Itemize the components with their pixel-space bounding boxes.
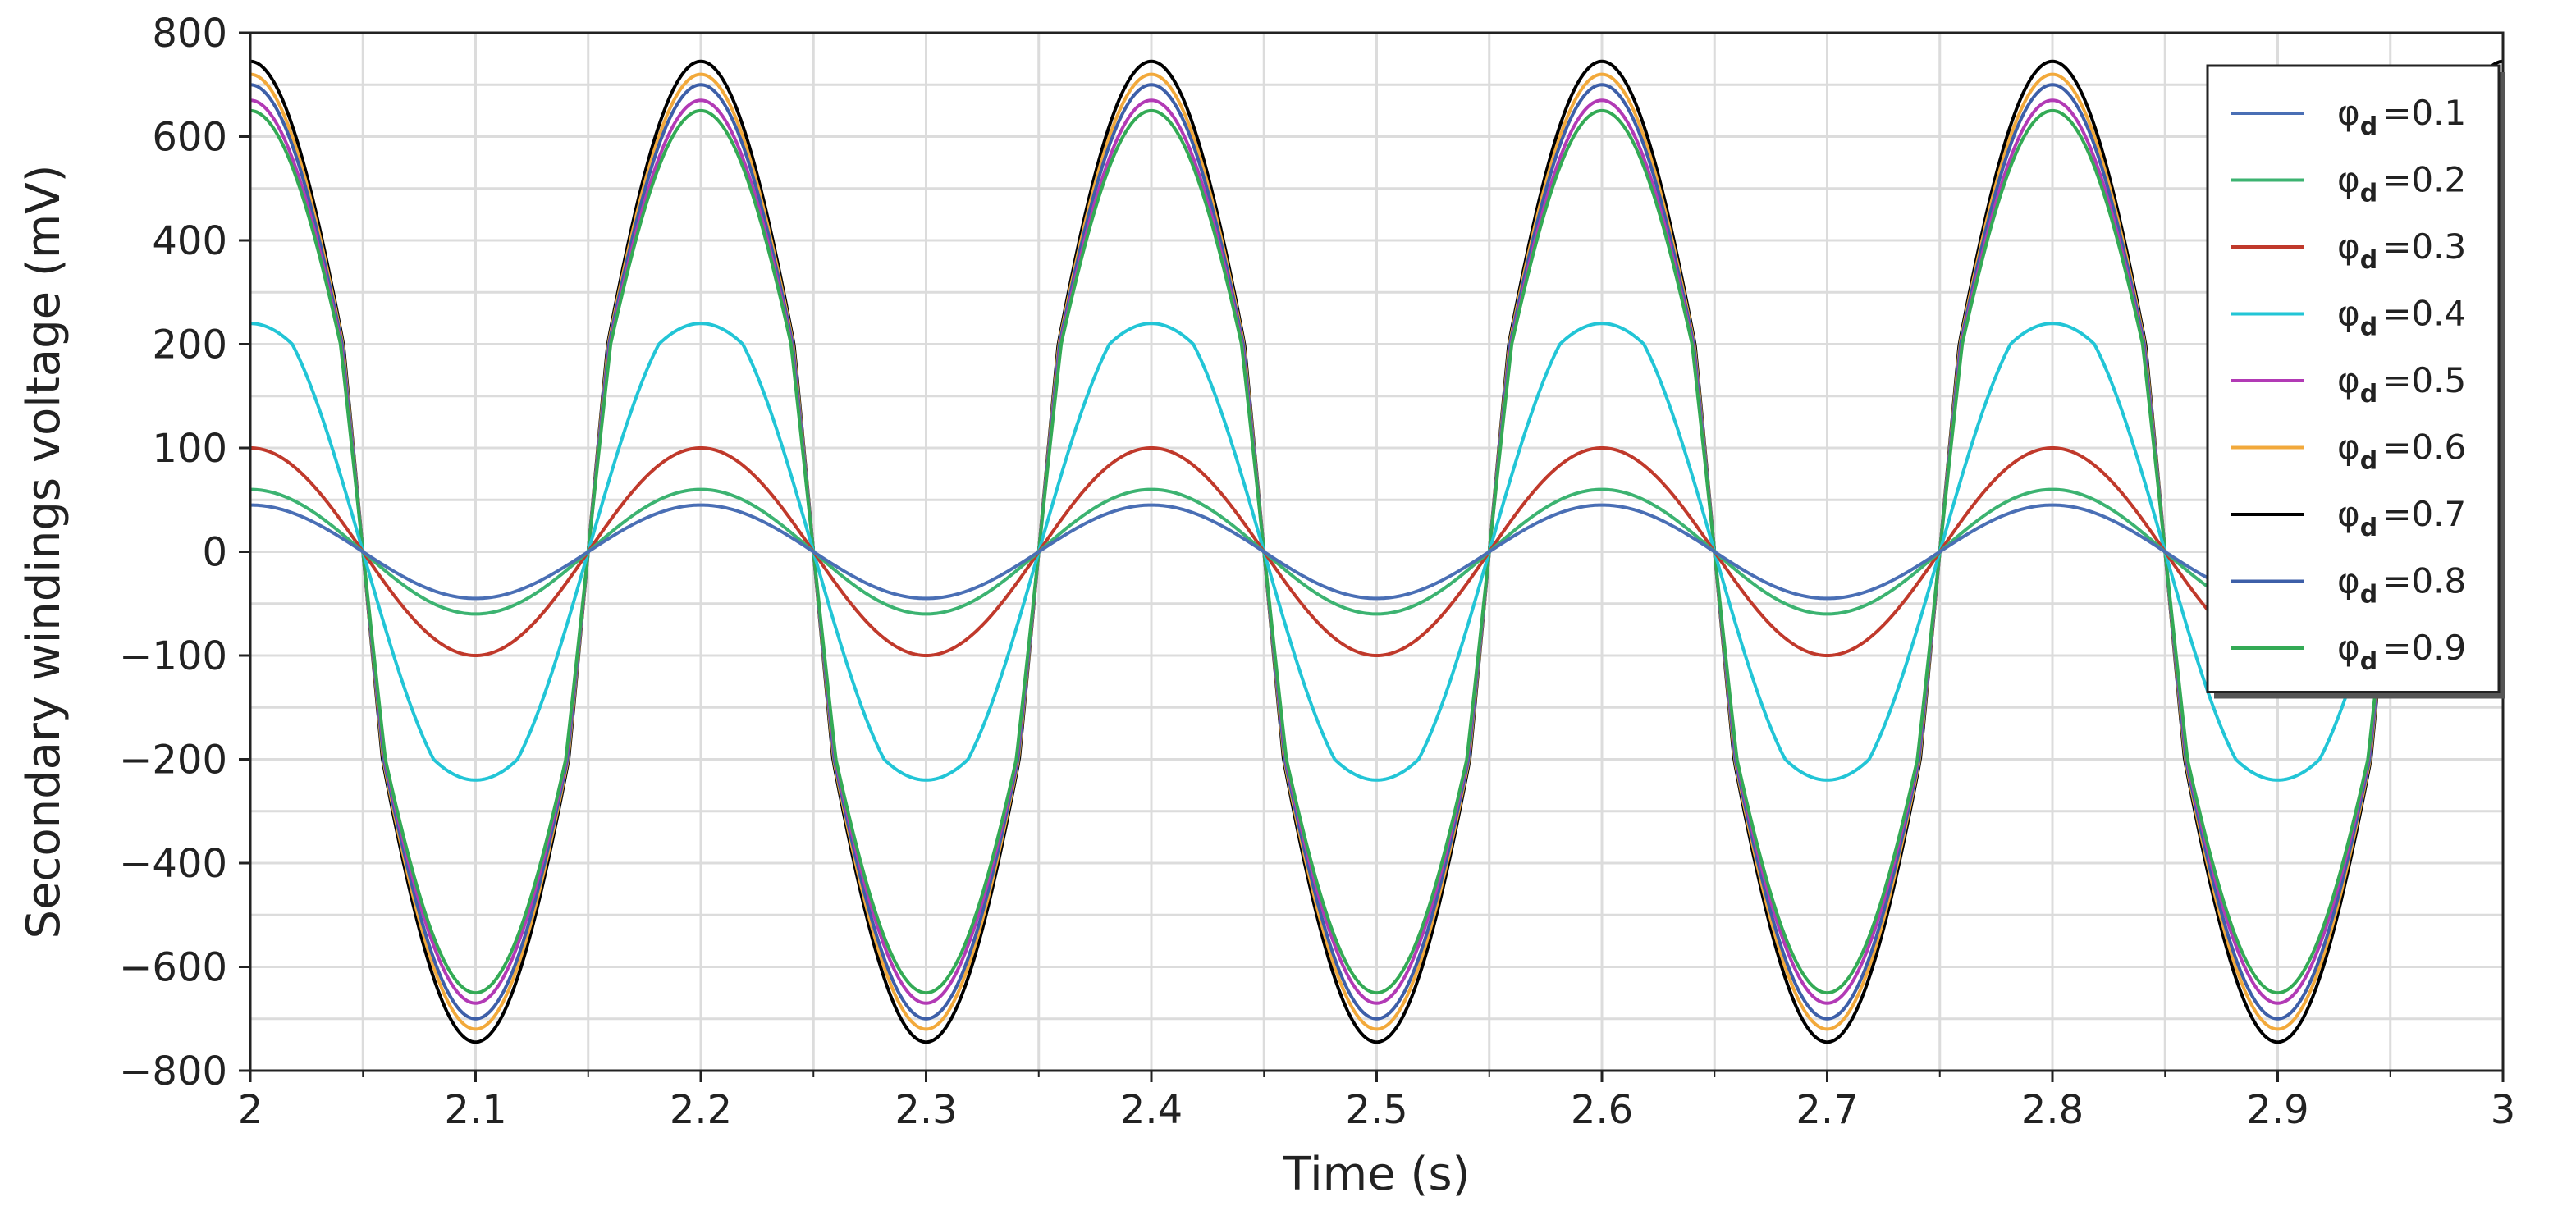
series-line-4 [249, 322, 2504, 782]
legend-symbol: φ [2337, 494, 2360, 534]
x-tick-label: 2.6 [1571, 1087, 1633, 1133]
y-tick-label: −600 [119, 945, 227, 991]
legend-symbol: φ [2337, 561, 2360, 601]
legend-box [2206, 64, 2501, 693]
legend-value: =0.2 [2382, 160, 2466, 200]
legend-subscript: d [2360, 647, 2377, 676]
legend-subscript: d [2360, 112, 2377, 141]
legend: φd =0.1φd =0.2φd =0.3φd =0.4φd =0.5φd =0.6φd =0… [2206, 64, 2505, 699]
legend-subscript: d [2360, 581, 2377, 610]
legend-symbol: φ [2337, 628, 2360, 668]
x-tick-label: 2.7 [1796, 1087, 1858, 1133]
series-line-2 [249, 487, 2504, 616]
axis-ticks: 2 2.1 2.2 2.3 2.4 2.5 2.6 2.7 2.8 2.9 3 800 600 400 20… [119, 11, 2515, 1133]
legend-label: φd =0.3 [2337, 226, 2466, 275]
x-axis-title: Time (s) [1283, 1148, 1471, 1201]
x-tick-label: 2.9 [2246, 1087, 2308, 1133]
legend-subscript: d [2360, 313, 2377, 342]
y-tick-label: 100 [152, 426, 227, 472]
legend-value: =0.8 [2382, 561, 2466, 601]
legend-value: =0.6 [2382, 427, 2466, 468]
series-line-8 [249, 83, 2504, 1021]
y-tick-label: 0 [202, 530, 227, 576]
y-tick-label: −200 [119, 738, 227, 784]
legend-label: φd =0.5 [2337, 360, 2466, 409]
y-tick-label: 200 [152, 322, 227, 368]
legend-label: φd =0.9 [2337, 628, 2466, 676]
legend-value: =0.9 [2382, 628, 2466, 668]
legend-label: φd =0.1 [2337, 93, 2466, 141]
legend-symbol: φ [2337, 160, 2360, 200]
legend-subscript: d [2360, 447, 2377, 476]
legend-label: φd =0.4 [2337, 294, 2466, 342]
legend-label: φd =0.8 [2337, 561, 2466, 610]
legend-subscript: d [2360, 246, 2377, 275]
y-tick-label: 400 [152, 218, 227, 264]
legend-value: =0.5 [2382, 360, 2466, 400]
x-tick-label: 2.2 [670, 1087, 732, 1133]
legend-subscript: d [2360, 380, 2377, 409]
series-line-1 [249, 503, 2504, 601]
series-line-9 [249, 108, 2504, 995]
legend-label: φd =0.6 [2337, 427, 2466, 476]
y-tick-label: 600 [152, 115, 227, 161]
x-tick-label: 2.5 [1345, 1087, 1407, 1133]
legend-value: =0.3 [2382, 226, 2466, 267]
legend-symbol: φ [2337, 226, 2360, 267]
x-tick-label: 2.1 [444, 1087, 506, 1133]
y-axis-title: Secondary windings voltage (mV) [17, 165, 71, 939]
legend-value: =0.1 [2382, 93, 2466, 133]
y-tick-label: −400 [119, 841, 227, 887]
x-tick-label: 2 [238, 1087, 263, 1133]
legend-value: =0.4 [2382, 294, 2466, 334]
series-line-3 [249, 445, 2504, 658]
legend-subscript: d [2360, 180, 2377, 208]
legend-symbol: φ [2337, 427, 2360, 468]
y-tick-label: 800 [152, 11, 227, 57]
legend-symbol: φ [2337, 294, 2360, 334]
x-tick-label: 3 [2491, 1087, 2516, 1133]
x-tick-label: 2.4 [1120, 1087, 1183, 1133]
legend-subscript: d [2360, 514, 2377, 542]
y-tick-label: −800 [119, 1049, 227, 1094]
legend-symbol: φ [2337, 360, 2360, 400]
legend-value: =0.7 [2382, 494, 2466, 534]
legend-symbol: φ [2337, 93, 2360, 133]
legend-label: φd =0.7 [2337, 494, 2466, 542]
legend-label: φd =0.2 [2337, 160, 2466, 208]
grid [249, 31, 2505, 1072]
y-tick-label: −100 [119, 633, 227, 679]
series-group [249, 59, 2504, 1044]
x-tick-label: 2.3 [895, 1087, 957, 1133]
x-tick-label: 2.8 [2021, 1087, 2084, 1133]
